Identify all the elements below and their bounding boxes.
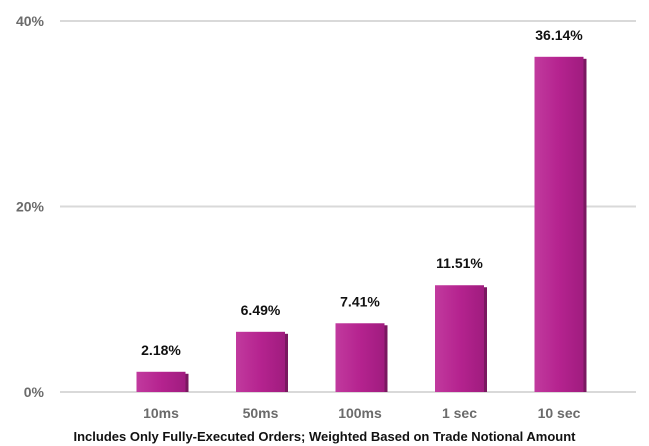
bars (136, 56, 587, 392)
y-tick-label: 20% (16, 199, 45, 215)
bar (335, 323, 385, 392)
y-axis-ticks: 0% 20% 40% (16, 13, 45, 400)
data-label: 2.18% (141, 342, 181, 358)
data-label: 6.49% (241, 302, 281, 318)
data-label: 11.51% (436, 255, 483, 271)
bar (236, 331, 285, 392)
x-tick-label: 100ms (338, 405, 382, 421)
x-axis-ticks: 10ms 50ms 100ms 1 sec 10 sec (143, 405, 581, 421)
chart-caption: Includes Only Fully-Executed Orders; Wei… (73, 429, 576, 444)
bar (534, 56, 584, 392)
x-tick-label: 10 sec (538, 405, 581, 421)
x-tick-label: 50ms (243, 405, 279, 421)
x-tick-label: 1 sec (442, 405, 477, 421)
data-label: 36.14% (535, 27, 583, 43)
y-tick-label: 40% (16, 13, 45, 29)
bar (136, 371, 186, 392)
x-tick-label: 10ms (143, 405, 179, 421)
y-tick-label: 0% (24, 384, 45, 400)
bar (435, 285, 484, 392)
data-labels: 2.18% 6.49% 7.41% 11.51% 36.14% (141, 27, 583, 358)
data-label: 7.41% (340, 293, 380, 309)
